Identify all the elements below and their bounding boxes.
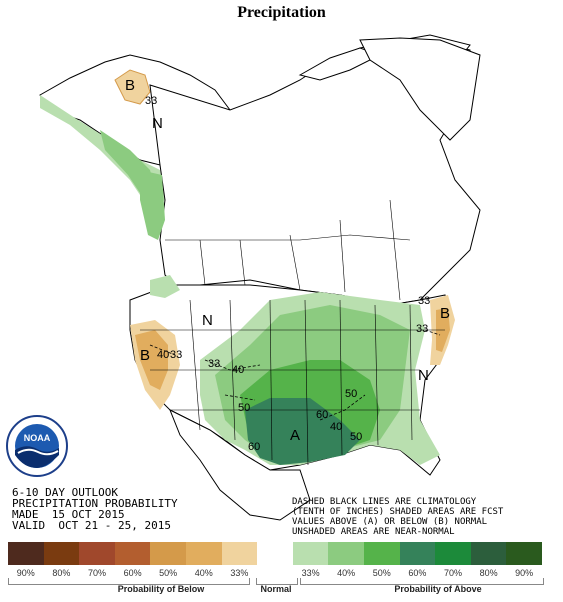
legend-swatch	[8, 542, 44, 565]
map-note: DASHED BLACK LINES ARE CLIMATOLOGY (TENTH…	[292, 497, 503, 537]
legend-tick: 80%	[479, 568, 498, 578]
note-line-2: (TENTH OF INCHES) SHADED AREAS ARE FCST	[292, 507, 504, 517]
mid-normal-label: N	[202, 312, 213, 329]
legend-swatch	[328, 542, 364, 565]
legend-tick: 80%	[52, 568, 71, 578]
note-line-4: UNSHADED AREAS ARE NEAR-NORMAL	[292, 527, 455, 537]
political-boundaries	[140, 199, 445, 466]
c-60b-label: 60	[316, 409, 328, 421]
legend-swatch	[150, 542, 186, 565]
legend-tick: 40%	[337, 568, 356, 578]
legend-swatch	[221, 542, 258, 565]
below-bracket	[8, 578, 250, 585]
mexico-landmass	[169, 408, 311, 521]
c-40b-label: 40	[330, 421, 342, 433]
noaa-logo-text: NOAA	[24, 433, 51, 443]
bc-above-area	[150, 275, 180, 298]
california-below-40-area	[135, 330, 168, 390]
legend-tick: 60%	[408, 568, 427, 578]
legend-tick: 60%	[123, 568, 142, 578]
legend-swatch	[399, 542, 436, 565]
legend-swatch	[43, 542, 80, 565]
c-50c-label: 50	[350, 431, 362, 443]
legend-swatch	[506, 542, 542, 565]
note-line-1: DASHED BLACK LINES ARE CLIMATOLOGY	[292, 497, 477, 507]
normal-bracket	[256, 578, 298, 585]
legend-swatch	[292, 542, 329, 565]
c-50b-label: 50	[345, 388, 357, 400]
legend-tick: 70%	[87, 568, 106, 578]
legend-swatch	[470, 542, 507, 565]
c-33-label: 33	[208, 358, 220, 370]
legend-swatch	[435, 542, 471, 565]
chart-title: Precipitation	[237, 4, 326, 21]
above-bracket	[300, 578, 544, 585]
legend-tick: 90%	[515, 568, 534, 578]
c-40-label: 40	[232, 364, 244, 376]
legend-swatch	[114, 542, 151, 565]
alaska-33-label: 33	[145, 95, 157, 107]
legend-tick: 33%	[230, 568, 249, 578]
pacific-northwest-above-area	[140, 170, 165, 240]
legend-normal-label: Normal	[260, 584, 292, 594]
legend-tick: 40%	[194, 568, 213, 578]
east-33b-label: 33	[416, 323, 428, 335]
note-line-3: VALUES ABOVE (A) OR BELOW (B) NORMAL	[292, 517, 488, 527]
alaska-normal-label: N	[152, 115, 163, 132]
outlook-line-3: MADE 15 OCT 2015	[12, 508, 125, 521]
c-60a-label: 60	[248, 441, 260, 453]
alaska-below-label: B	[125, 77, 135, 94]
noaa-logo-icon: NOAA	[6, 415, 68, 477]
outlook-info: 6-10 DAY OUTLOOK PRECIPITATION PROBABILIT…	[12, 487, 178, 531]
outlook-line-1: 6-10 DAY OUTLOOK	[12, 486, 118, 499]
west-40-label: 40	[157, 349, 169, 361]
legend-swatch	[79, 542, 115, 565]
legend-tick: 50%	[372, 568, 391, 578]
legend-swatch	[363, 542, 400, 565]
south-above-60-area	[245, 398, 360, 465]
legend-swatch	[257, 542, 293, 565]
climatology-lines	[149, 329, 441, 421]
east-33a-label: 33	[418, 295, 430, 307]
c-50a-label: 50	[238, 402, 250, 414]
legend-below-label: Probability of Below	[117, 584, 205, 594]
west-33-label: 33	[170, 349, 182, 361]
west-below-label: B	[140, 347, 150, 364]
legend-above-label: Probability of Above	[394, 584, 482, 594]
legend-tick: 50%	[159, 568, 178, 578]
outlook-line-4: VALID OCT 21 - 25, 2015	[12, 519, 171, 532]
legend-tick: 70%	[443, 568, 462, 578]
precipitation-map: B N 33 B 40 33 B 33 33 N N A 33 40 50 50…	[39, 34, 481, 521]
alaska-below-area	[114, 69, 151, 105]
greenland	[359, 37, 481, 141]
south-above-label: A	[290, 427, 300, 444]
legend-swatch	[185, 542, 222, 565]
east-normal-label: N	[418, 367, 429, 384]
outlook-line-2: PRECIPITATION PROBABILITY	[12, 497, 178, 510]
legend-color-bar	[8, 542, 542, 565]
legend-tick: 90%	[16, 568, 35, 578]
east-below-label: B	[440, 305, 450, 322]
legend-tick: 33%	[301, 568, 320, 578]
